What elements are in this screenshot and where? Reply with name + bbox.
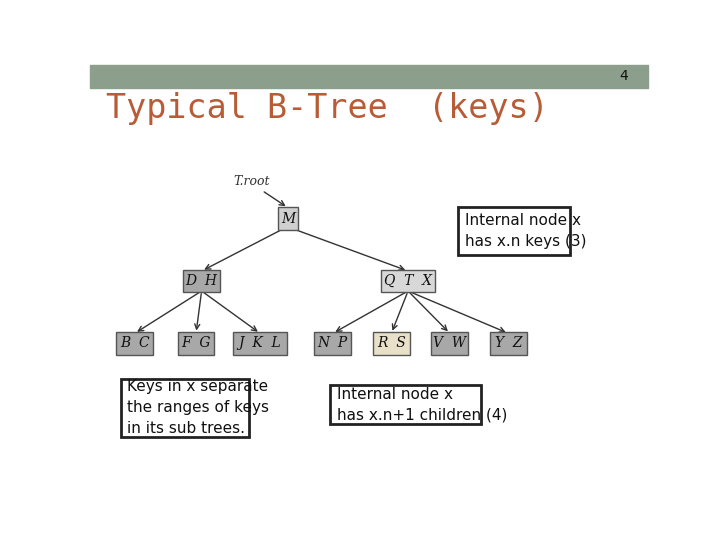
FancyBboxPatch shape	[121, 379, 249, 437]
FancyBboxPatch shape	[116, 332, 153, 355]
Text: N  P: N P	[318, 336, 348, 350]
Text: F  G: F G	[181, 336, 211, 350]
FancyBboxPatch shape	[382, 270, 435, 292]
FancyBboxPatch shape	[330, 385, 481, 424]
Text: B  C: B C	[120, 336, 150, 350]
FancyBboxPatch shape	[459, 207, 570, 255]
Text: 4: 4	[620, 70, 629, 84]
FancyBboxPatch shape	[373, 332, 410, 355]
Bar	[90, 65, 648, 87]
Text: R  S: R S	[377, 336, 405, 350]
FancyBboxPatch shape	[183, 270, 220, 292]
FancyBboxPatch shape	[315, 332, 351, 355]
Text: J  K  L: J K L	[239, 336, 282, 350]
FancyBboxPatch shape	[431, 332, 468, 355]
Text: Typical B-Tree  (keys): Typical B-Tree (keys)	[106, 92, 549, 125]
Text: Y  Z: Y Z	[495, 336, 522, 350]
Text: M: M	[281, 212, 295, 226]
FancyBboxPatch shape	[178, 332, 215, 355]
Text: D  H: D H	[186, 274, 217, 288]
Text: Internal node x
has x.n+1 children (4): Internal node x has x.n+1 children (4)	[337, 387, 507, 422]
FancyBboxPatch shape	[233, 332, 287, 355]
Text: Q  T  X: Q T X	[384, 274, 432, 288]
Text: Internal node x
has x.n keys (3): Internal node x has x.n keys (3)	[465, 213, 587, 249]
FancyBboxPatch shape	[278, 207, 298, 230]
Text: V  W: V W	[433, 336, 467, 350]
FancyBboxPatch shape	[490, 332, 527, 355]
Text: Keys in x separate
the ranges of keys
in its sub trees.: Keys in x separate the ranges of keys in…	[127, 379, 269, 436]
Text: T.root: T.root	[233, 175, 270, 188]
